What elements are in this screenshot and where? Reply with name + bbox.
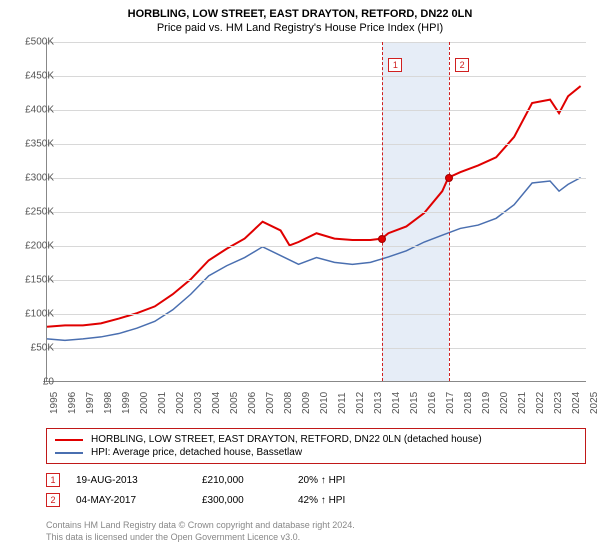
x-axis-label: 2002 <box>175 392 186 414</box>
sales-table: 1 19-AUG-2013 £210,000 20% ↑ HPI 2 04-MAY-201… <box>46 470 586 510</box>
y-axis-label: £200K <box>25 241 54 252</box>
y-axis-label: £450K <box>25 71 54 82</box>
x-axis-label: 2005 <box>229 392 240 414</box>
footer-text: Contains HM Land Registry data © Crown c… <box>46 520 586 543</box>
legend-label-hpi: HPI: Average price, detached house, Bass… <box>91 447 302 458</box>
sales-price: £300,000 <box>202 495 282 506</box>
sales-marker: 1 <box>46 473 60 487</box>
x-axis-label: 2011 <box>337 392 348 414</box>
property-line <box>47 86 581 327</box>
y-axis-label: £500K <box>25 37 54 48</box>
legend-row-property: HORBLING, LOW STREET, EAST DRAYTON, RETF… <box>55 433 577 446</box>
y-axis-label: £0 <box>43 377 54 388</box>
y-axis-label: £350K <box>25 139 54 150</box>
chart-subtitle: Price paid vs. HM Land Registry's House … <box>0 20 600 34</box>
x-axis-label: 2024 <box>571 392 582 414</box>
sale-marker-box: 2 <box>455 58 469 72</box>
x-axis-label: 2013 <box>373 392 384 414</box>
footer-line-2: This data is licensed under the Open Gov… <box>46 532 586 544</box>
x-axis-label: 2007 <box>265 392 276 414</box>
x-axis-label: 2016 <box>427 392 438 414</box>
chart-title: HORBLING, LOW STREET, EAST DRAYTON, RETF… <box>0 0 600 20</box>
x-axis-label: 2003 <box>193 392 204 414</box>
y-axis-label: £400K <box>25 105 54 116</box>
gridline-y <box>47 280 586 281</box>
x-axis-label: 1999 <box>121 392 132 414</box>
sales-delta: 20% ↑ HPI <box>298 475 345 486</box>
x-axis-label: 1998 <box>103 392 114 414</box>
sales-price: £210,000 <box>202 475 282 486</box>
x-axis-label: 2023 <box>553 392 564 414</box>
y-axis-label: £250K <box>25 207 54 218</box>
x-axis-label: 2006 <box>247 392 258 414</box>
legend-box: HORBLING, LOW STREET, EAST DRAYTON, RETF… <box>46 428 586 464</box>
gridline-y <box>47 76 586 77</box>
chart-container: HORBLING, LOW STREET, EAST DRAYTON, RETF… <box>0 0 600 560</box>
sales-marker: 2 <box>46 493 60 507</box>
legend-swatch-hpi <box>55 452 83 454</box>
footer-line-1: Contains HM Land Registry data © Crown c… <box>46 520 586 532</box>
x-axis-label: 2014 <box>391 392 402 414</box>
x-axis-label: 2008 <box>283 392 294 414</box>
x-axis-label: 2019 <box>481 392 492 414</box>
y-axis-label: £150K <box>25 275 54 286</box>
gridline-y <box>47 212 586 213</box>
sale-dot <box>445 174 453 182</box>
x-axis-label: 2018 <box>463 392 474 414</box>
x-axis-label: 2021 <box>517 392 528 414</box>
x-axis-label: 2000 <box>139 392 150 414</box>
sales-delta: 42% ↑ HPI <box>298 495 345 506</box>
gridline-y <box>47 348 586 349</box>
x-axis-label: 2020 <box>499 392 510 414</box>
sale-vline <box>449 42 450 381</box>
sales-date: 04-MAY-2017 <box>76 495 186 506</box>
gridline-y <box>47 314 586 315</box>
x-axis-label: 2015 <box>409 392 420 414</box>
x-axis-label: 2017 <box>445 392 456 414</box>
x-axis-label: 2012 <box>355 392 366 414</box>
x-axis-label: 2010 <box>319 392 330 414</box>
x-axis-label: 2004 <box>211 392 222 414</box>
y-axis-label: £50K <box>31 343 54 354</box>
plot-area: 12 <box>46 42 586 382</box>
x-axis-label: 2022 <box>535 392 546 414</box>
x-axis-label: 2025 <box>589 392 600 414</box>
x-axis-label: 2001 <box>157 392 168 414</box>
gridline-y <box>47 178 586 179</box>
sale-marker-box: 1 <box>388 58 402 72</box>
legend-swatch-property <box>55 439 83 441</box>
y-axis-label: £100K <box>25 309 54 320</box>
sale-dot <box>378 235 386 243</box>
legend-label-property: HORBLING, LOW STREET, EAST DRAYTON, RETF… <box>91 434 482 445</box>
gridline-y <box>47 144 586 145</box>
x-axis-label: 1995 <box>49 392 60 414</box>
x-axis-label: 1997 <box>85 392 96 414</box>
x-axis-label: 1996 <box>67 392 78 414</box>
legend-row-hpi: HPI: Average price, detached house, Bass… <box>55 446 577 459</box>
y-axis-label: £300K <box>25 173 54 184</box>
gridline-y <box>47 42 586 43</box>
sales-row: 1 19-AUG-2013 £210,000 20% ↑ HPI <box>46 470 586 490</box>
x-axis-label: 2009 <box>301 392 312 414</box>
gridline-y <box>47 246 586 247</box>
sale-vline <box>382 42 383 381</box>
gridline-y <box>47 110 586 111</box>
sales-row: 2 04-MAY-2017 £300,000 42% ↑ HPI <box>46 490 586 510</box>
sales-date: 19-AUG-2013 <box>76 475 186 486</box>
